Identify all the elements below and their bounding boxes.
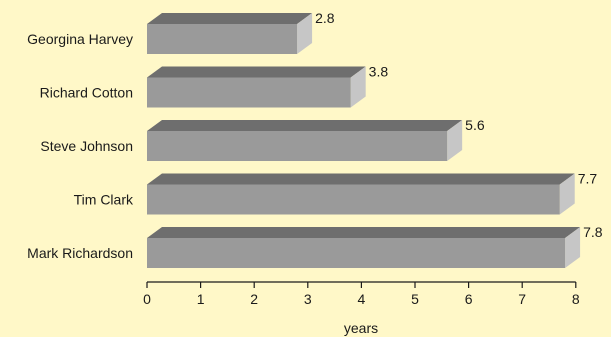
bars-group: Georgina Harvey 2.8 Richard Cotton 3.8 Steve… xyxy=(27,10,603,268)
bar-front xyxy=(147,77,351,108)
x-tick-label: 7 xyxy=(518,291,526,307)
value-label: 3.8 xyxy=(369,64,389,80)
x-tick-label: 0 xyxy=(143,291,151,307)
bar-front xyxy=(147,131,448,161)
category-label: Georgina Harvey xyxy=(27,31,133,47)
bar-top xyxy=(147,13,313,24)
x-tick-label: 8 xyxy=(572,291,580,307)
x-axis: 0 1 2 3 4 5 6 7 8 xyxy=(143,281,580,307)
bar xyxy=(147,173,575,215)
x-tick-label: 3 xyxy=(304,291,312,307)
bar-top xyxy=(147,66,366,78)
x-tick-label: 5 xyxy=(411,291,419,307)
x-tick-label: 2 xyxy=(250,291,258,307)
bar-top xyxy=(147,227,581,238)
value-label: 5.6 xyxy=(465,117,485,133)
bar-side xyxy=(350,66,366,108)
bar-side xyxy=(565,227,581,268)
bar-side xyxy=(447,120,463,161)
x-tick-label: 1 xyxy=(197,291,205,307)
bar xyxy=(147,13,313,54)
value-label: 7.8 xyxy=(583,224,603,240)
bar-front xyxy=(147,238,566,268)
x-axis-title: years xyxy=(344,320,378,336)
bar xyxy=(147,120,463,161)
bar xyxy=(147,66,366,108)
bar-front xyxy=(147,184,560,215)
bar-top xyxy=(147,173,575,185)
x-tick-label: 6 xyxy=(465,291,473,307)
value-label: 2.8 xyxy=(315,10,335,26)
bar-side xyxy=(559,173,575,215)
category-label: Richard Cotton xyxy=(40,85,133,101)
value-label: 7.7 xyxy=(578,171,598,187)
category-label: Steve Johnson xyxy=(40,138,133,154)
bar-top xyxy=(147,120,463,131)
bar-side xyxy=(297,13,313,54)
category-label: Tim Clark xyxy=(74,192,134,208)
bar xyxy=(147,227,581,268)
category-label: Mark Richardson xyxy=(27,245,133,261)
x-tick-label: 4 xyxy=(358,291,366,307)
bar-front xyxy=(147,24,298,54)
